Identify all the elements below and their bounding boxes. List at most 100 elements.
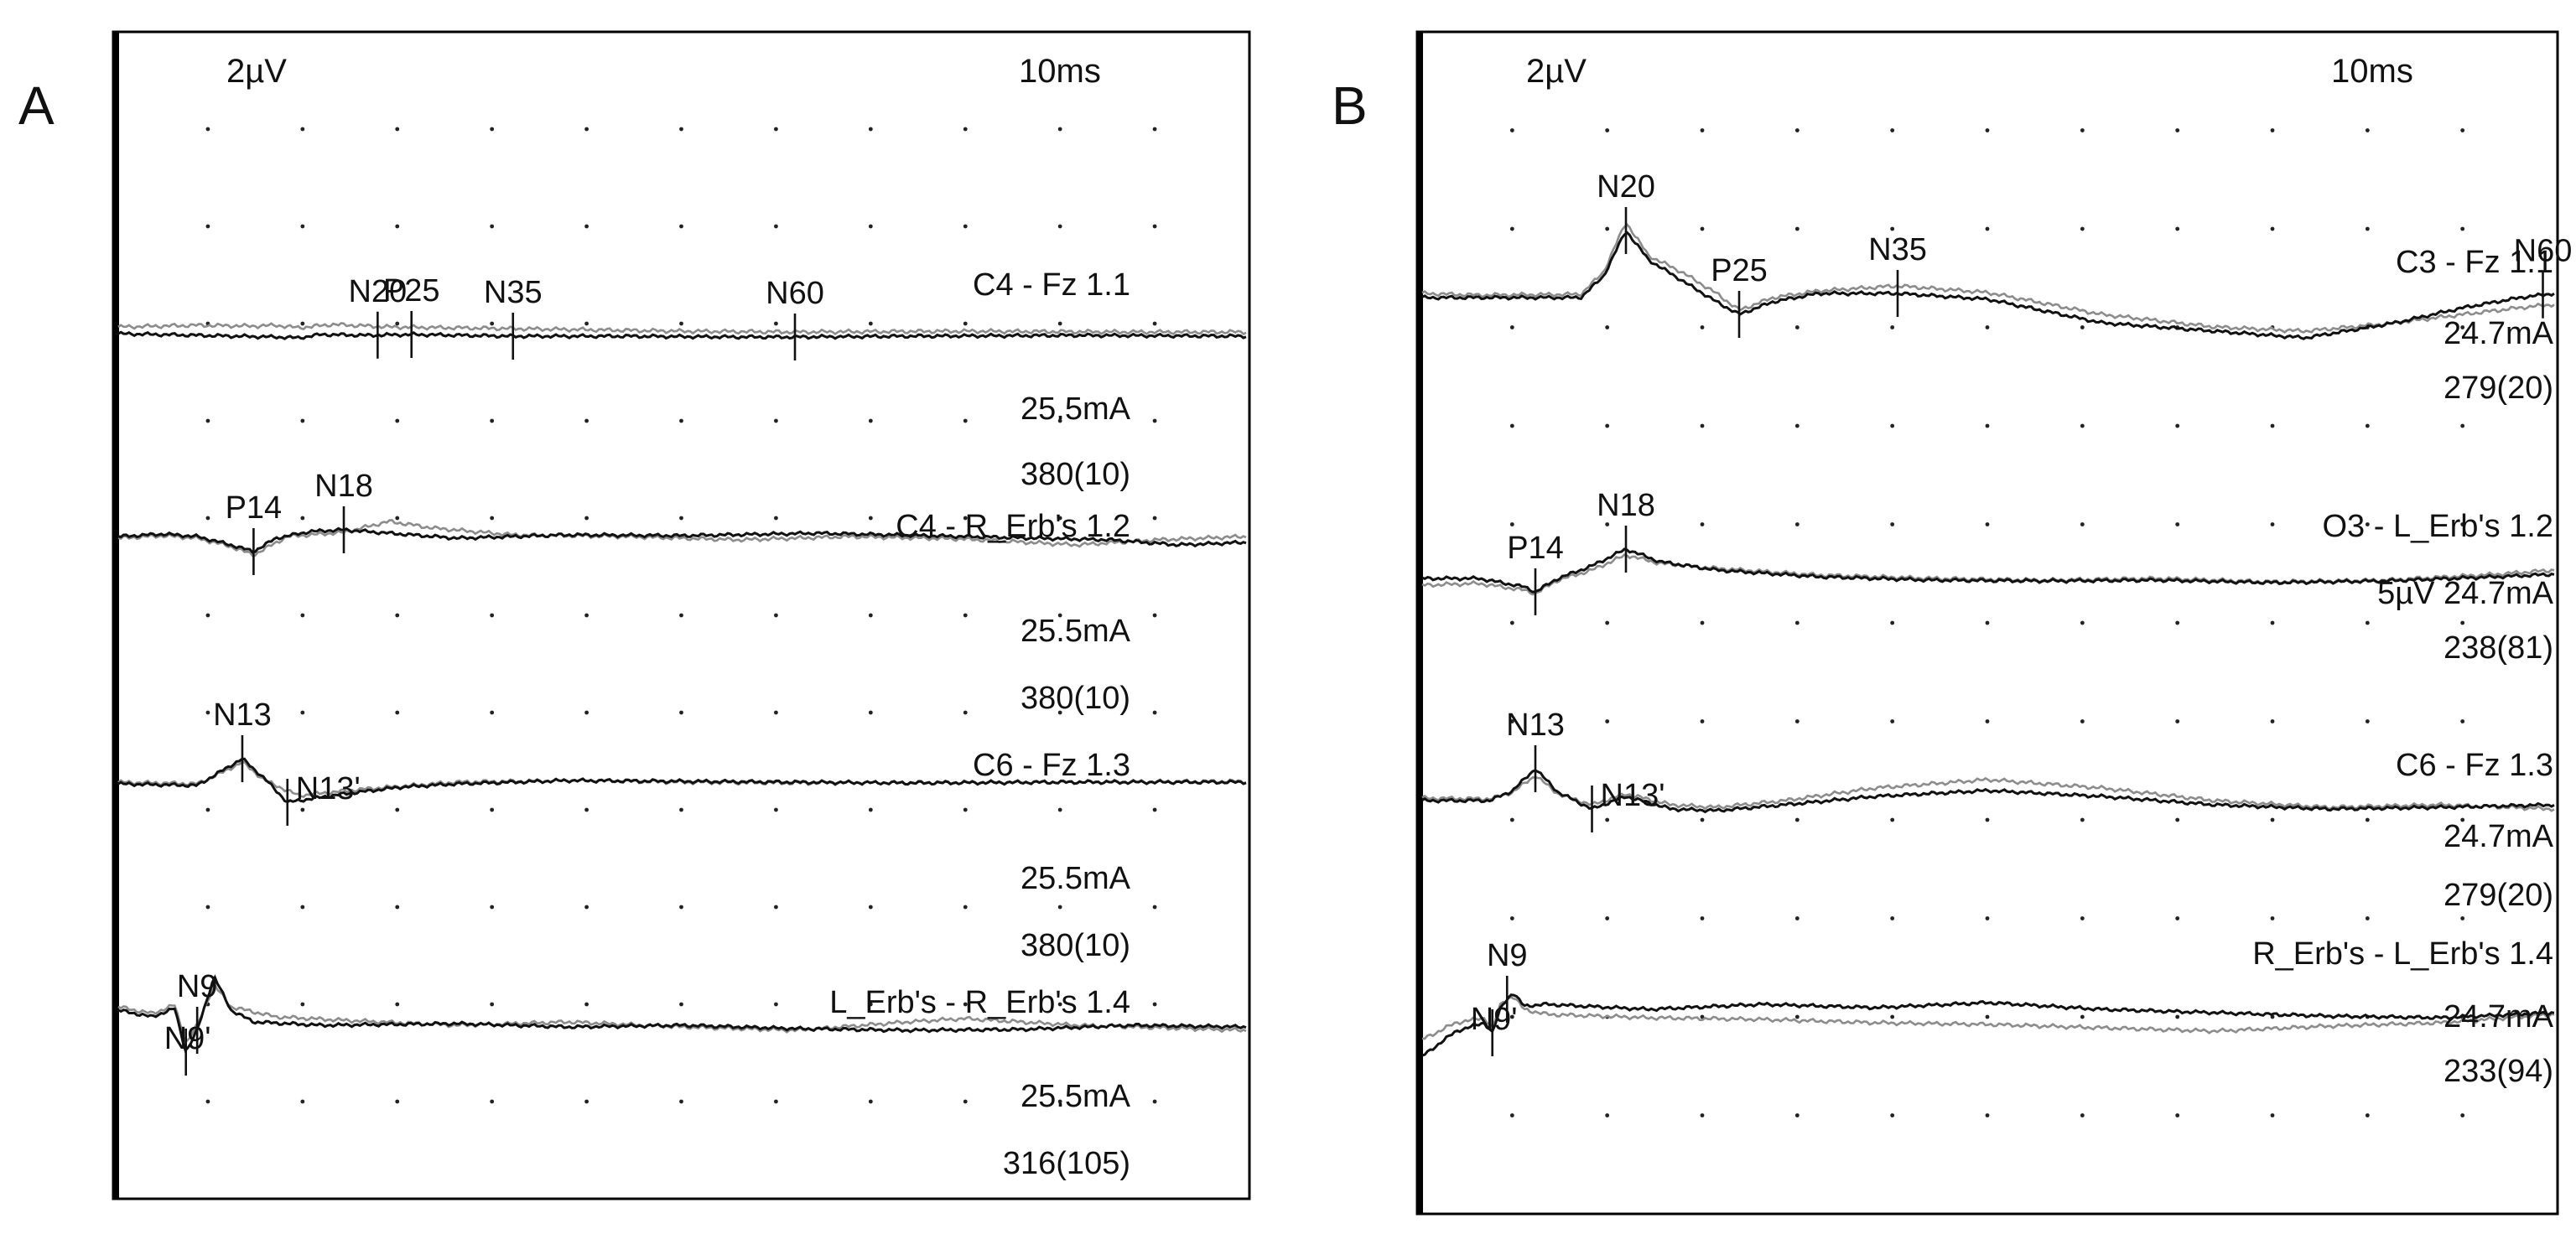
grid-dot	[1700, 1014, 1705, 1019]
peak-label: N20	[1597, 169, 1655, 205]
averages-label: 380(10)	[1021, 928, 1130, 963]
grid-dot	[1057, 516, 1062, 521]
grid-dot	[2080, 719, 2085, 723]
grid-dot	[774, 1099, 778, 1104]
black-trace	[1421, 769, 2555, 814]
grid-dot	[1057, 807, 1062, 812]
time-scale-label: 10ms	[2331, 53, 2413, 90]
dot-grid	[205, 127, 1157, 1104]
grid-dot	[205, 807, 210, 812]
grid-dot	[1152, 807, 1157, 812]
peak-label: N9'	[1471, 1002, 1518, 1037]
trace-3: N13 N13' C6 - Fz 1.3 25.5mA 380(10)	[117, 697, 1247, 963]
grid-dot	[1985, 719, 1990, 723]
grid-dot	[2080, 620, 2085, 625]
grid-dot	[1152, 224, 1157, 229]
amplitude-scale-label: 2µV	[1526, 53, 1587, 90]
grid-dot	[2270, 719, 2275, 723]
grid-dot	[1605, 817, 1610, 822]
grid-dot	[300, 321, 305, 326]
grid-dot	[868, 1002, 873, 1007]
grid-dot	[205, 418, 210, 423]
grid-dot	[490, 418, 495, 423]
peak-label: N9	[177, 969, 218, 1004]
channel-label: C4 - Fz 1.1	[973, 267, 1130, 303]
grid-dot	[300, 1099, 305, 1104]
grid-dot	[395, 516, 400, 521]
grid-dot	[2460, 1113, 2465, 1117]
grid-dot	[1605, 620, 1610, 625]
averages-label: 233(94)	[2444, 1054, 2553, 1089]
dot-grid	[1509, 128, 2465, 1117]
grid-dot	[1985, 620, 1990, 625]
intensity-label: 25.5mA	[1021, 391, 1131, 427]
grid-dot	[963, 905, 968, 910]
grid-dot	[490, 321, 495, 326]
grid-dot	[1700, 916, 1705, 920]
averages-label: 380(10)	[1021, 681, 1130, 716]
grid-dot	[1890, 620, 1895, 625]
peak-label: N9	[1487, 938, 1528, 973]
grid-dot	[774, 905, 778, 910]
trace-4: N9 N9' R_Erb's - L_Erb's 1.4 24.7mA 233(94)	[1421, 936, 2555, 1089]
gray-trace	[1421, 775, 2555, 812]
grid-dot	[490, 224, 495, 229]
grid-dot	[2175, 620, 2180, 625]
grid-dot	[584, 807, 589, 812]
black-trace	[1421, 231, 2555, 340]
grid-dot	[1605, 423, 1610, 428]
grid-dot	[1152, 710, 1157, 715]
peak-label: N13	[213, 697, 272, 733]
grid-dot	[1605, 719, 1610, 723]
grid-dot	[1057, 127, 1062, 132]
grid-dot	[584, 710, 589, 715]
grid-dot	[300, 905, 305, 910]
grid-dot	[490, 905, 495, 910]
grid-dot	[1794, 226, 1800, 231]
channel-label: C6 - Fz 1.3	[973, 748, 1130, 783]
grid-dot	[679, 807, 683, 812]
grid-dot	[584, 321, 589, 326]
grid-dot	[1057, 321, 1062, 326]
grid-dot	[395, 1099, 400, 1104]
grid-dot	[2365, 423, 2370, 428]
grid-dot	[2175, 1014, 2180, 1019]
grid-dot	[1890, 423, 1895, 428]
grid-dot	[1985, 1014, 1990, 1019]
peak-label: N18	[1597, 488, 1655, 523]
grid-dot	[774, 1002, 778, 1007]
grid-dot	[490, 516, 495, 521]
grid-dot	[2175, 226, 2180, 231]
grid-dot	[205, 127, 210, 132]
grid-dot	[679, 418, 683, 423]
grid-dot	[2080, 325, 2085, 329]
trace-4: N9 N9' L_Erb's - R_Erb's 1.4 25.5mA 316(105)	[117, 969, 1247, 1181]
grid-dot	[2175, 423, 2180, 428]
grid-dot	[868, 224, 873, 229]
grid-dot	[1985, 226, 1990, 231]
grid-dot	[868, 127, 873, 132]
grid-dot	[2080, 817, 2085, 822]
grid-dot	[2460, 226, 2465, 231]
grid-dot	[963, 516, 968, 521]
grid-dot	[2080, 1014, 2085, 1019]
grid-dot	[2175, 719, 2180, 723]
grid-dot	[1794, 719, 1800, 723]
grid-dot	[2460, 423, 2465, 428]
grid-dot	[395, 321, 400, 326]
peak-label: N13'	[1601, 778, 1665, 813]
grid-dot	[1890, 817, 1895, 822]
grid-dot	[2365, 226, 2370, 231]
grid-dot	[1509, 325, 1514, 329]
grid-dot	[2365, 620, 2370, 625]
grid-dot	[679, 710, 683, 715]
grid-dot	[679, 905, 683, 910]
grid-dot	[2175, 817, 2180, 822]
grid-dot	[584, 127, 589, 132]
peak-label: N60	[766, 276, 824, 311]
grid-dot	[2270, 128, 2275, 132]
grid-dot	[1794, 522, 1800, 526]
grid-dot	[584, 613, 589, 618]
grid-dot	[1794, 1014, 1800, 1019]
